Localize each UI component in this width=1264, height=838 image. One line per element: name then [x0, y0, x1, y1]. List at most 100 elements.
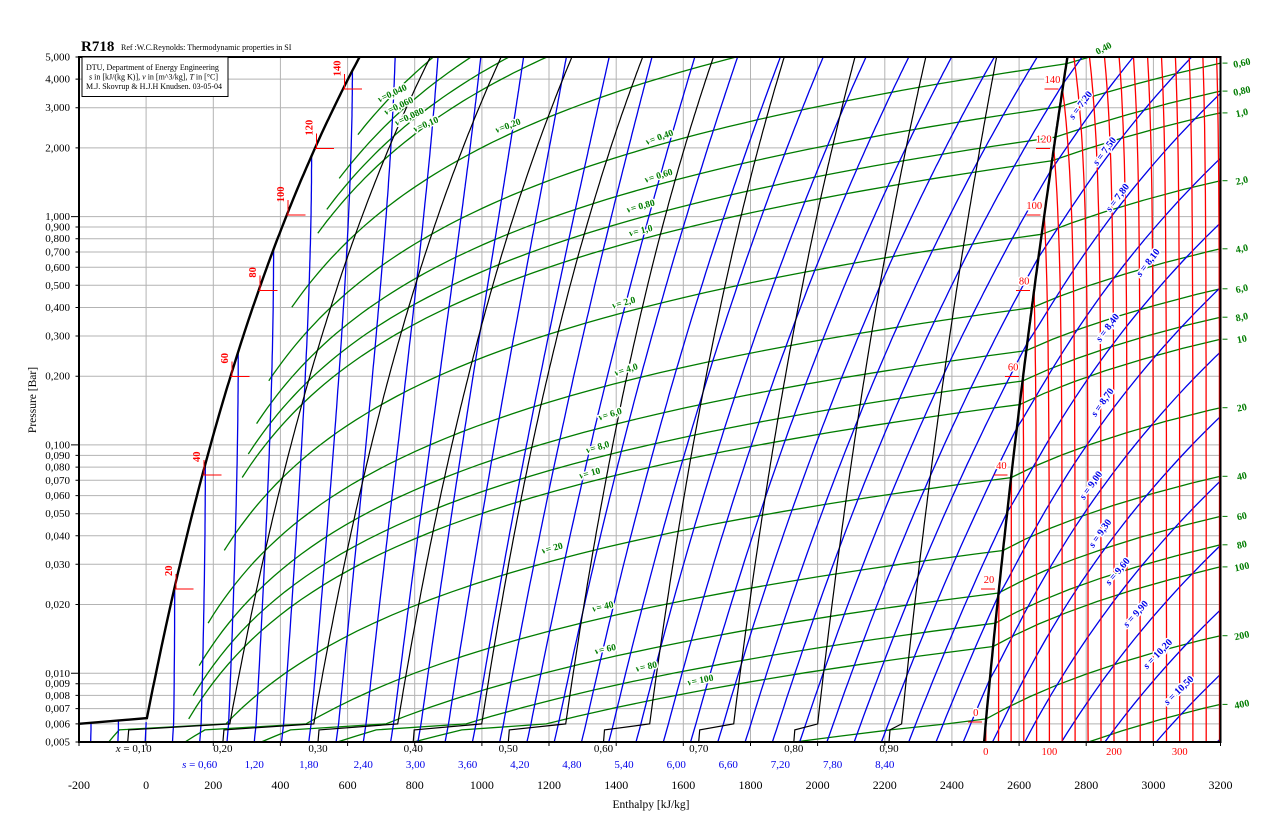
svg-text:60: 60 [1236, 511, 1248, 524]
svg-text:20: 20 [164, 566, 175, 577]
svg-text:0,400: 0,400 [45, 302, 70, 314]
svg-text:5,000: 5,000 [45, 52, 70, 64]
svg-text:3,00: 3,00 [406, 759, 426, 771]
svg-text:0,030: 0,030 [45, 559, 70, 571]
svg-text:80: 80 [248, 267, 259, 278]
svg-text:x = 0,10: x = 0,10 [115, 743, 152, 755]
svg-text:8,40: 8,40 [875, 759, 895, 771]
svg-text:2800: 2800 [1074, 778, 1098, 792]
svg-text:1000: 1000 [470, 778, 494, 792]
svg-text:300: 300 [1172, 747, 1188, 758]
svg-text:0,20: 0,20 [213, 743, 233, 755]
svg-text:0,500: 0,500 [45, 280, 70, 292]
svg-text:1,0: 1,0 [1235, 107, 1250, 120]
svg-text:6,0: 6,0 [1235, 283, 1250, 296]
svg-text:1,20: 1,20 [245, 759, 265, 771]
svg-text:40: 40 [1236, 470, 1248, 483]
svg-text:0,40: 0,40 [404, 743, 424, 755]
svg-text:s = 0,60: s = 0,60 [182, 759, 218, 771]
svg-text:0,050: 0,050 [45, 508, 70, 520]
svg-text:Ref :W.C.Reynolds: Thermodynam: Ref :W.C.Reynolds: Thermodynamic propert… [121, 43, 292, 52]
svg-text:100: 100 [1234, 561, 1251, 575]
svg-text:0,30: 0,30 [308, 743, 328, 755]
svg-text:200: 200 [204, 778, 222, 792]
svg-text:100: 100 [276, 186, 287, 202]
svg-text:400: 400 [1234, 698, 1251, 712]
svg-text:0,010: 0,010 [45, 668, 70, 680]
svg-text:8,0: 8,0 [1235, 311, 1250, 324]
svg-text:0,200: 0,200 [45, 371, 70, 383]
svg-text:4,000: 4,000 [45, 74, 70, 86]
svg-text:80: 80 [1236, 539, 1248, 552]
svg-text:Enthalpy [kJ/kg]: Enthalpy [kJ/kg] [613, 799, 690, 811]
svg-text:40: 40 [996, 461, 1007, 472]
svg-text:140: 140 [1045, 75, 1061, 86]
svg-text:0,080: 0,080 [45, 462, 70, 474]
svg-text:2,000: 2,000 [45, 142, 70, 154]
svg-text:3000: 3000 [1141, 778, 1165, 792]
svg-text:R718: R718 [81, 39, 114, 55]
svg-text:100: 100 [1042, 747, 1058, 758]
svg-text:40: 40 [192, 452, 203, 463]
svg-text:0,90: 0,90 [879, 743, 899, 755]
svg-text:Pressure [Bar]: Pressure [Bar] [27, 367, 39, 433]
svg-text:0,60: 0,60 [1232, 56, 1251, 70]
svg-text:0: 0 [983, 747, 988, 758]
svg-text:2200: 2200 [873, 778, 897, 792]
svg-text:1600: 1600 [671, 778, 695, 792]
svg-text:0,040: 0,040 [45, 530, 70, 542]
svg-text:0,900: 0,900 [45, 222, 70, 234]
svg-text:800: 800 [406, 778, 424, 792]
svg-text:DTU, Department of Energy Engi: DTU, Department of Energy Engineering [86, 63, 219, 72]
svg-text:6,60: 6,60 [719, 759, 739, 771]
svg-text:0,100: 0,100 [45, 439, 70, 451]
svg-text:10: 10 [1236, 333, 1248, 346]
svg-text:3,60: 3,60 [458, 759, 478, 771]
svg-text:0: 0 [143, 778, 149, 792]
svg-text:5,40: 5,40 [614, 759, 634, 771]
svg-text:0,50: 0,50 [499, 743, 519, 755]
svg-text:0,008: 0,008 [45, 690, 70, 702]
svg-text:1,80: 1,80 [299, 759, 319, 771]
svg-text:120: 120 [1036, 135, 1052, 146]
svg-text:-200: -200 [68, 778, 90, 792]
svg-text:M.J. Skovrup & H.J.H Knudsen.: M.J. Skovrup & H.J.H Knudsen. 03-05-04 [86, 82, 222, 91]
svg-text:0,60: 0,60 [594, 743, 614, 755]
svg-text:200: 200 [1234, 629, 1251, 643]
svg-text:20: 20 [984, 575, 995, 586]
svg-text:7,80: 7,80 [823, 759, 843, 771]
svg-text:1200: 1200 [537, 778, 561, 792]
svg-text:2000: 2000 [806, 778, 830, 792]
svg-text:7,20: 7,20 [771, 759, 791, 771]
svg-text:s in [kJ/(kg K)], v in [m^3/kg: s in [kJ/(kg K)], v in [m^3/kg], T in [°… [89, 73, 218, 82]
svg-text:0,090: 0,090 [45, 450, 70, 462]
svg-text:3,000: 3,000 [45, 102, 70, 114]
svg-text:0,020: 0,020 [45, 599, 70, 611]
svg-text:6,00: 6,00 [667, 759, 687, 771]
svg-text:2,0: 2,0 [1235, 175, 1250, 188]
svg-text:0,70: 0,70 [689, 743, 709, 755]
svg-text:2,40: 2,40 [354, 759, 374, 771]
svg-text:4,0: 4,0 [1235, 243, 1250, 256]
svg-text:1400: 1400 [604, 778, 628, 792]
svg-text:0,005: 0,005 [45, 737, 70, 749]
svg-text:0,80: 0,80 [784, 743, 804, 755]
svg-text:400: 400 [271, 778, 289, 792]
svg-text:60: 60 [1008, 363, 1019, 374]
svg-text:1800: 1800 [739, 778, 763, 792]
svg-text:0,007: 0,007 [45, 703, 70, 715]
svg-text:0,700: 0,700 [45, 247, 70, 259]
svg-text:0,070: 0,070 [45, 475, 70, 487]
svg-text:200: 200 [1106, 747, 1122, 758]
svg-text:4,80: 4,80 [562, 759, 582, 771]
svg-text:4,20: 4,20 [510, 759, 530, 771]
svg-text:100: 100 [1026, 201, 1042, 212]
svg-text:2400: 2400 [940, 778, 964, 792]
svg-text:0,060: 0,060 [45, 490, 70, 502]
svg-text:600: 600 [339, 778, 357, 792]
svg-text:0,009: 0,009 [45, 678, 70, 690]
svg-text:20: 20 [1236, 402, 1248, 415]
svg-text:0,600: 0,600 [45, 262, 70, 274]
svg-text:1,000: 1,000 [45, 211, 70, 223]
svg-text:0,006: 0,006 [45, 718, 70, 730]
